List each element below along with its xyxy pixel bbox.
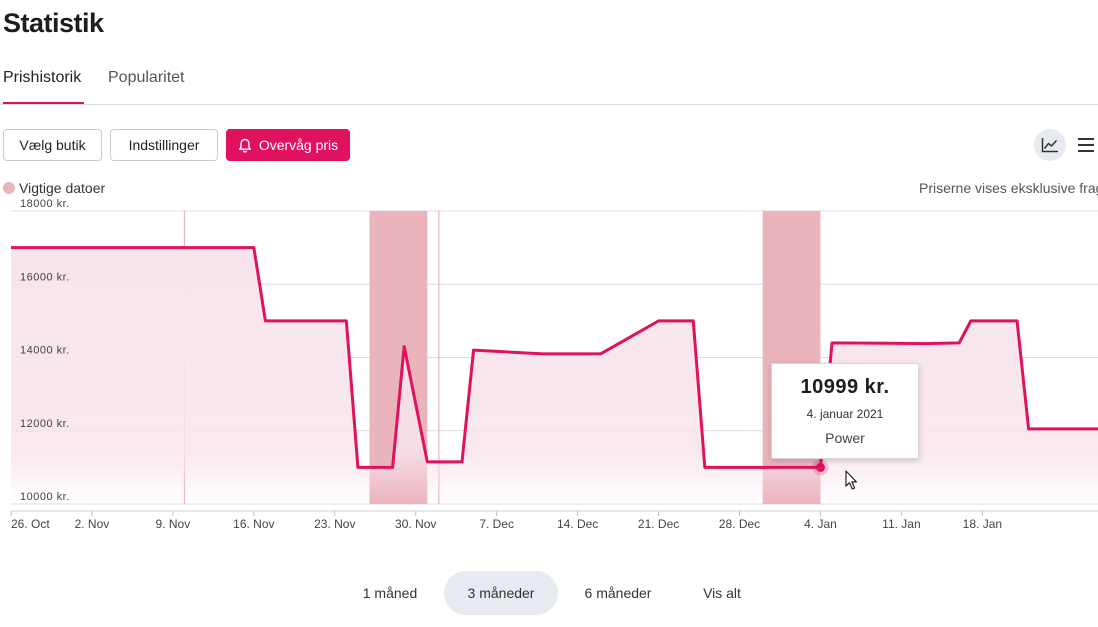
x-tick-label: 16. Nov [233, 517, 274, 531]
tooltip-shop: Power [825, 430, 865, 446]
watch-price-label: Overvåg pris [258, 137, 339, 153]
important-date-band [762, 211, 821, 504]
highlight-point [815, 462, 825, 472]
x-tick-label: 30. Nov [395, 517, 436, 531]
y-tick-label: 16000 kr. [20, 271, 70, 283]
range-show-all[interactable]: Vis alt [703, 585, 741, 601]
x-tick-label: 23. Nov [314, 517, 355, 531]
x-tick-label: 14. Dec [557, 517, 598, 531]
y-tick-label: 18000 kr. [20, 198, 70, 210]
tab-popularitet[interactable]: Popularitet [108, 69, 185, 86]
price-tooltip: 10999 kr. 4. januar 2021 Power [771, 363, 919, 459]
price-line [11, 246, 1098, 469]
hamburger-menu-icon[interactable] [1076, 134, 1096, 156]
range-3-months[interactable]: 3 måneder [444, 571, 558, 615]
legend-swatch [3, 182, 15, 194]
tooltip-date: 4. januar 2021 [806, 407, 884, 421]
tab-prishistorik[interactable]: Prishistorik [3, 69, 82, 86]
range-6-months[interactable]: 6 måneder [584, 585, 652, 601]
x-tick-label: 4. Jan [804, 517, 837, 531]
x-tick-label: 21. Dec [638, 517, 679, 531]
x-tick-label: 7. Dec [479, 517, 514, 531]
y-tick-label: 14000 kr. [20, 345, 70, 357]
tooltip-price: 10999 kr. [800, 376, 890, 398]
price-area-fill [11, 247, 1098, 504]
y-tick-label: 12000 kr. [20, 418, 70, 430]
watch-price-button[interactable]: Overvåg pris [226, 129, 350, 161]
x-tick-label: 26. Oct [11, 517, 50, 531]
mouse-cursor-icon [845, 470, 858, 490]
price-history-chart[interactable]: 18000 kr. 16000 kr. 14000 kr. 12000 kr. 1000… [0, 195, 1098, 540]
range-1-month[interactable]: 1 måned [362, 585, 418, 601]
y-tick-label: 10000 kr. [20, 491, 70, 503]
page-title: Statistik [3, 8, 104, 38]
tab-bar: Prishistorik Popularitet [0, 64, 1098, 105]
x-tick-label: 11. Jan [882, 517, 920, 531]
bell-icon [238, 138, 251, 153]
settings-button[interactable]: Indstillinger [110, 129, 218, 161]
x-tick-label: 9. Nov [156, 517, 191, 531]
x-tick-label: 2. Nov [75, 517, 110, 531]
select-shop-button[interactable]: Vælg butik [3, 129, 102, 161]
legend-label: Vigtige datoer [19, 180, 106, 196]
x-tick-label: 28. Dec [719, 517, 760, 531]
line-chart-icon [1041, 138, 1058, 153]
legend-important-dates[interactable]: Vigtige datoer [3, 180, 105, 196]
active-tab-indicator [3, 102, 84, 104]
line-chart-toggle[interactable] [1034, 129, 1066, 161]
x-tick-label: 18. Jan [963, 517, 1002, 531]
shipping-note: Priserne vises eksklusive fragt [919, 180, 1098, 196]
